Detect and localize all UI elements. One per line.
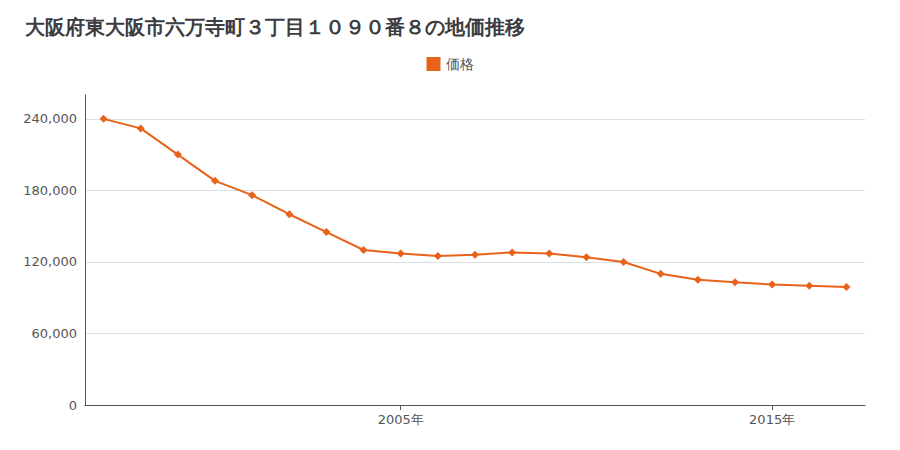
- svg-text:240,000: 240,000: [23, 111, 77, 126]
- svg-text:60,000: 60,000: [32, 326, 78, 341]
- svg-text:0: 0: [69, 398, 77, 413]
- svg-text:2015年: 2015年: [749, 412, 795, 427]
- svg-text:120,000: 120,000: [23, 254, 77, 269]
- svg-text:大阪府東大阪市六万寺町３丁目１０９０番８の地価推移: 大阪府東大阪市六万寺町３丁目１０９０番８の地価推移: [25, 15, 525, 39]
- svg-text:価格: 価格: [446, 56, 474, 72]
- svg-text:180,000: 180,000: [23, 183, 77, 198]
- svg-text:2005年: 2005年: [378, 412, 424, 427]
